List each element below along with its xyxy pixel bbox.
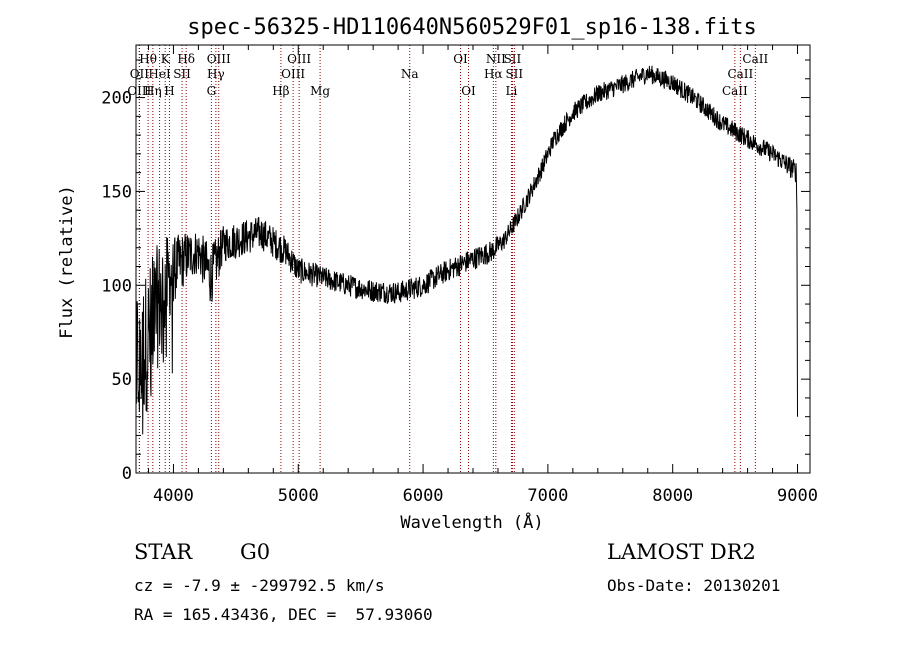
line-marker-label: Hβ [272,84,289,98]
chart-title: spec-56325-HD110640N560529F01_sp16-138.f… [187,15,757,40]
line-marker-label: SII [505,67,523,81]
y-tick-label: 150 [101,182,132,202]
line-marker-label: H [164,84,174,98]
line-marker-label: Hγ [207,67,225,81]
line-marker-label: Hδ [177,52,195,66]
line-marker-label: Hθ [139,52,157,66]
line-marker-label: OIII [287,52,311,66]
line-marker-label: HeI [148,67,171,81]
x-axis-label: Wavelength (Å) [400,511,543,533]
redshift-text: cz = -7.9 ± -299792.5 km/s [134,576,385,595]
x-tick-label: 5000 [278,486,319,506]
x-tick-label: 9000 [777,486,818,506]
line-marker-label: Mg [310,84,330,98]
x-tick-label: 4000 [153,486,194,506]
x-tick-label: 6000 [403,486,444,506]
line-marker-label: CaII [727,67,753,81]
line-marker-label: CaII [742,52,768,66]
spectrum-line [135,65,798,435]
line-marker-label: SII [173,67,191,81]
coords-text: RA = 165.43436, DEC = 57.93060 [134,605,433,624]
y-tick-label: 0 [122,464,132,484]
y-tick-label: 50 [112,370,132,390]
x-tick-label: 8000 [652,486,693,506]
y-axis: 0 50 100 150 200 [101,59,810,484]
x-tick-label: 7000 [527,486,568,506]
line-marker-label: OIII [127,84,151,98]
line-marker-label: CaII [722,84,748,98]
y-tick-label: 200 [101,89,132,109]
line-marker-label: OI [461,84,476,98]
line-marker-label: Na [401,67,419,81]
survey-label: LAMOST DR2 [607,540,756,564]
line-marker-label: NII [486,52,506,66]
line-marker-label: OIII [281,67,305,81]
line-marker-label: Li [506,84,518,98]
line-markers: OIIOIIIHθHηHeIKHSIIHδGHγOIIIHβOIIIOIIIMg… [127,45,768,473]
obs-date-text: Obs-Date: 20130201 [607,576,781,595]
line-marker-label: Hη [144,84,162,98]
line-marker-label: OIII [207,52,231,66]
x-axis: 4000 5000 6000 7000 8000 9000 [147,45,818,506]
object-subclass: G0 [240,540,271,564]
line-marker-label: OI [453,52,468,66]
y-tick-label: 100 [101,276,132,296]
line-marker-label: SII [504,52,522,66]
line-marker-label: K [161,52,171,66]
object-class: STAR [134,540,193,564]
y-axis-label: Flux (relative) [57,185,77,339]
line-marker-label: G [207,84,217,98]
line-marker-label: OII [130,67,150,81]
line-marker-label: Hα [484,67,503,81]
